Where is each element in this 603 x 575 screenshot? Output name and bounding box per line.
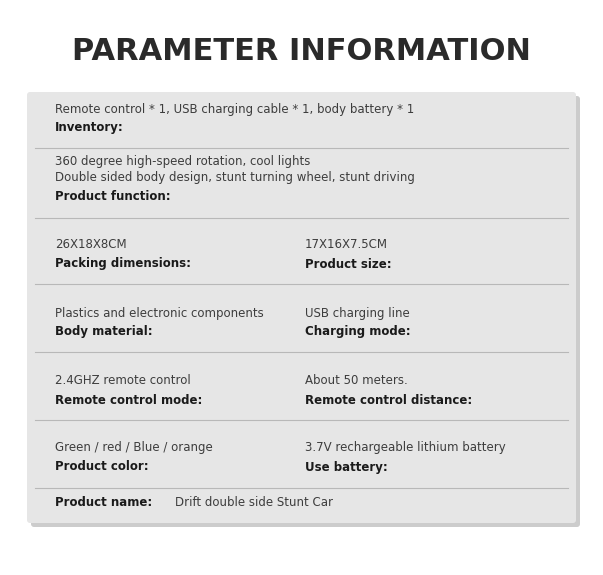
Text: Charging mode:: Charging mode: bbox=[305, 325, 411, 339]
Text: Drift double side Stunt Car: Drift double side Stunt Car bbox=[175, 496, 333, 509]
Text: PARAMETER INFORMATION: PARAMETER INFORMATION bbox=[72, 37, 531, 67]
Text: Packing dimensions:: Packing dimensions: bbox=[55, 258, 191, 270]
Text: Double sided body design, stunt turning wheel, stunt driving: Double sided body design, stunt turning … bbox=[55, 171, 415, 183]
FancyBboxPatch shape bbox=[27, 92, 576, 523]
Text: 26X18X8CM: 26X18X8CM bbox=[55, 239, 127, 251]
Text: Product size:: Product size: bbox=[305, 258, 391, 270]
Text: 3.7V rechargeable lithium battery: 3.7V rechargeable lithium battery bbox=[305, 442, 506, 454]
Text: Product name:: Product name: bbox=[55, 496, 152, 509]
Text: Product function:: Product function: bbox=[55, 190, 171, 202]
Text: Remote control mode:: Remote control mode: bbox=[55, 393, 203, 407]
Text: Plastics and electronic components: Plastics and electronic components bbox=[55, 306, 264, 320]
Text: Product color:: Product color: bbox=[55, 461, 148, 473]
FancyBboxPatch shape bbox=[31, 96, 580, 527]
Text: Remote control distance:: Remote control distance: bbox=[305, 393, 472, 407]
Text: 2.4GHZ remote control: 2.4GHZ remote control bbox=[55, 374, 191, 388]
Text: Remote control * 1, USB charging cable * 1, body battery * 1: Remote control * 1, USB charging cable *… bbox=[55, 102, 414, 116]
Text: 17X16X7.5CM: 17X16X7.5CM bbox=[305, 239, 388, 251]
Text: 360 degree high-speed rotation, cool lights: 360 degree high-speed rotation, cool lig… bbox=[55, 155, 311, 168]
Text: About 50 meters.: About 50 meters. bbox=[305, 374, 408, 388]
Text: USB charging line: USB charging line bbox=[305, 306, 410, 320]
Text: Inventory:: Inventory: bbox=[55, 121, 124, 135]
Text: Green / red / Blue / orange: Green / red / Blue / orange bbox=[55, 442, 213, 454]
Text: Body material:: Body material: bbox=[55, 325, 153, 339]
Text: Use battery:: Use battery: bbox=[305, 461, 388, 473]
